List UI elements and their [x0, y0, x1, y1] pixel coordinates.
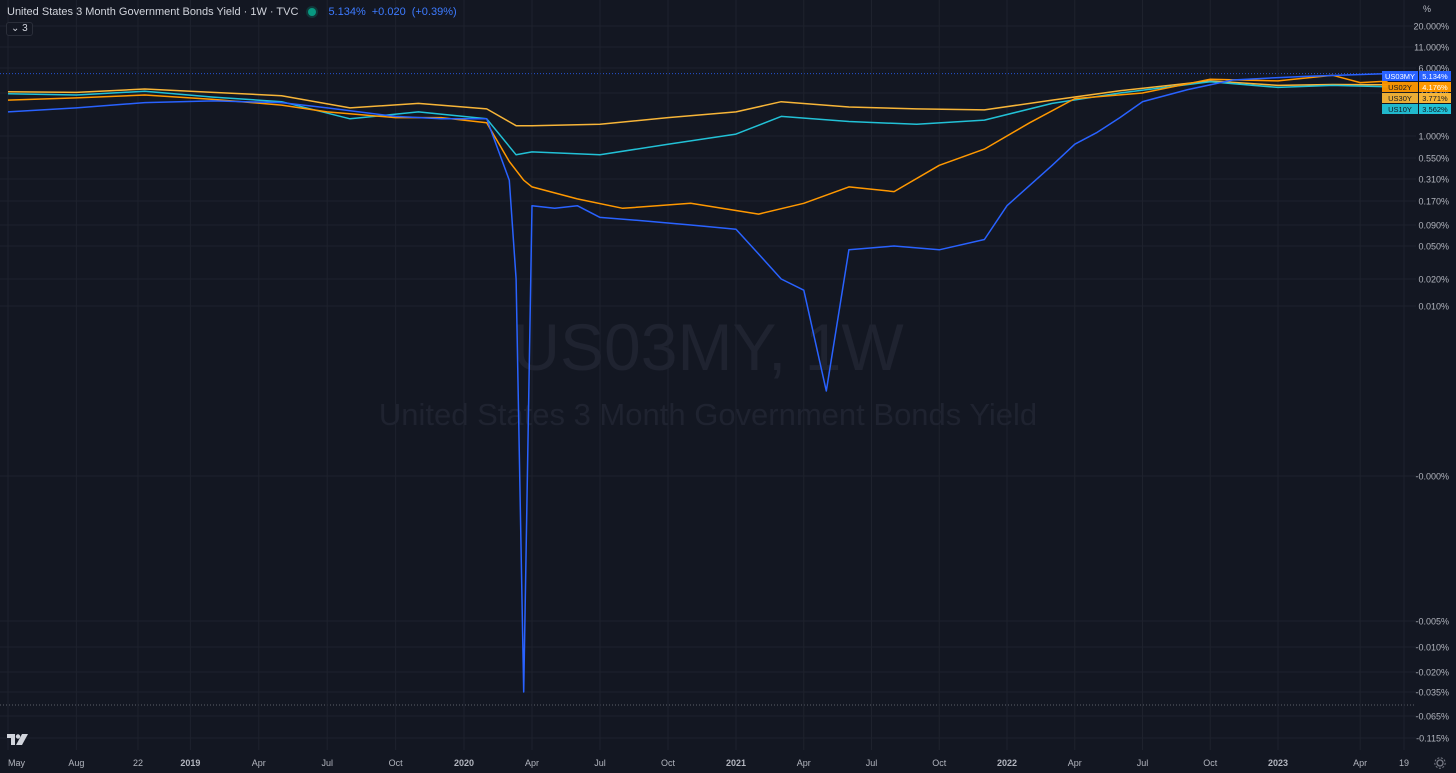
- x-tick-label: Apr: [252, 758, 266, 768]
- series-name-label-US30Y: US30Y: [1388, 94, 1412, 103]
- price-axis[interactable]: 20.000%11.000%6.000%3.000%1.000%0.550%0.…: [1413, 22, 1449, 744]
- tradingview-logo-icon[interactable]: [7, 733, 29, 747]
- x-tick-label: May: [8, 758, 26, 768]
- y-tick-label: 11.000%: [1414, 43, 1449, 53]
- market-status-icon[interactable]: [308, 8, 317, 16]
- y-tick-label: -0.035%: [1415, 688, 1449, 698]
- series-line-US30Y: [7, 80, 1388, 127]
- legend-price: 5.134%: [328, 6, 366, 18]
- y-tick-label: 0.010%: [1418, 302, 1449, 312]
- x-tick-label: 2019: [180, 758, 200, 768]
- series-value-label-US10Y: 3.562%: [1422, 105, 1448, 114]
- symbol-legend[interactable]: United States 3 Month Government Bonds Y…: [7, 6, 457, 18]
- y-tick-label: 6.000%: [1418, 64, 1449, 74]
- x-tick-label: 2020: [454, 758, 474, 768]
- x-tick-label: Apr: [797, 758, 811, 768]
- x-tick-label: Jul: [594, 758, 606, 768]
- series-name-badge-US30Y: [1382, 93, 1418, 103]
- y-tick-label: 0.020%: [1418, 275, 1449, 285]
- y-tick-label: 0.550%: [1418, 154, 1449, 164]
- series-value-label-US03MY: 5.134%: [1422, 72, 1448, 81]
- x-tick-label: Apr: [1068, 758, 1082, 768]
- series-value-badge-US30Y: [1419, 93, 1451, 103]
- x-tick-label: 19: [1399, 758, 1409, 768]
- series-value-badge-US02Y: [1419, 82, 1451, 92]
- time-axis[interactable]: May Aug 22 2019 Apr Jul Oct 2020 Apr Jul Oct 2021 Ap…: [8, 758, 1409, 768]
- y-tick-label: -0.005%: [1415, 617, 1449, 627]
- series-line-US10Y: [7, 80, 1388, 156]
- y-tick-label: 0.050%: [1418, 242, 1449, 252]
- y-tick-label: -0.065%: [1415, 712, 1449, 722]
- symbol-title[interactable]: United States 3 Month Government Bonds Y…: [7, 6, 299, 18]
- legend-change-percent: (+0.39%): [411, 6, 457, 18]
- series-name-badge-US03MY: [1382, 71, 1418, 81]
- watermark-name: United States 3 Month Government Bonds Y…: [379, 397, 1037, 432]
- x-tick-label: Jul: [321, 758, 333, 768]
- chevron-down-icon: ⌄: [11, 23, 20, 34]
- series-line-US02Y: [7, 74, 1388, 215]
- series-value-badge-US03MY: [1419, 71, 1451, 81]
- x-tick-label: 2023: [1268, 758, 1288, 768]
- series-last-value-labels: US03MY 5.134% US02Y 4.176% US10Y 3.562% US30Y 3…: [1382, 71, 1451, 114]
- legend-change: +0.020: [371, 6, 406, 18]
- x-tick-label: Jul: [866, 758, 878, 768]
- x-tick-label: 2022: [997, 758, 1017, 768]
- x-tick-label: Apr: [525, 758, 539, 768]
- x-tick-label: 22: [133, 758, 143, 768]
- collapse-legend-button[interactable]: ⌄ 3: [6, 22, 33, 36]
- x-tick-label: Oct: [389, 758, 404, 768]
- collapse-count: 3: [22, 23, 28, 34]
- x-tick-label: Aug: [68, 758, 84, 768]
- series-value-badge-US10Y: [1419, 104, 1451, 114]
- x-tick-label: Jul: [1137, 758, 1149, 768]
- axis-unit-label: %: [1423, 4, 1432, 14]
- x-tick-label: Oct: [1203, 758, 1218, 768]
- y-tick-label: 1.000%: [1418, 132, 1449, 142]
- gear-icon[interactable]: [1434, 757, 1446, 769]
- y-tick-label: -0.020%: [1415, 668, 1449, 678]
- y-tick-label: -0.115%: [1416, 734, 1449, 744]
- x-tick-label: Oct: [661, 758, 676, 768]
- y-tick-label: -0.000%: [1415, 472, 1449, 482]
- series-name-badge-US02Y: [1382, 82, 1418, 92]
- series-name-label-US03MY: US03MY: [1385, 72, 1415, 81]
- series-name-badge-US10Y: [1382, 104, 1418, 114]
- series-layer: [7, 71, 1390, 693]
- series-name-label-US02Y: US02Y: [1388, 83, 1412, 92]
- watermark-symbol: US03MY, 1W: [512, 310, 904, 384]
- x-tick-label: Apr: [1353, 758, 1367, 768]
- watermark: US03MY, 1W United States 3 Month Governme…: [379, 310, 1037, 432]
- y-tick-label: 0.310%: [1418, 175, 1449, 185]
- x-tick-label: 2021: [726, 758, 746, 768]
- y-tick-label: 20.000%: [1413, 22, 1449, 32]
- grid-lines: [0, 0, 1416, 750]
- y-tick-label: 0.090%: [1418, 221, 1449, 231]
- series-value-label-US30Y: 3.771%: [1422, 94, 1448, 103]
- series-value-label-US02Y: 4.176%: [1422, 83, 1448, 92]
- y-tick-label: 0.170%: [1418, 197, 1449, 207]
- y-tick-label: -0.010%: [1415, 643, 1449, 653]
- series-name-label-US10Y: US10Y: [1388, 105, 1412, 114]
- series-line-US03MY: [7, 72, 1388, 693]
- x-tick-label: Oct: [932, 758, 947, 768]
